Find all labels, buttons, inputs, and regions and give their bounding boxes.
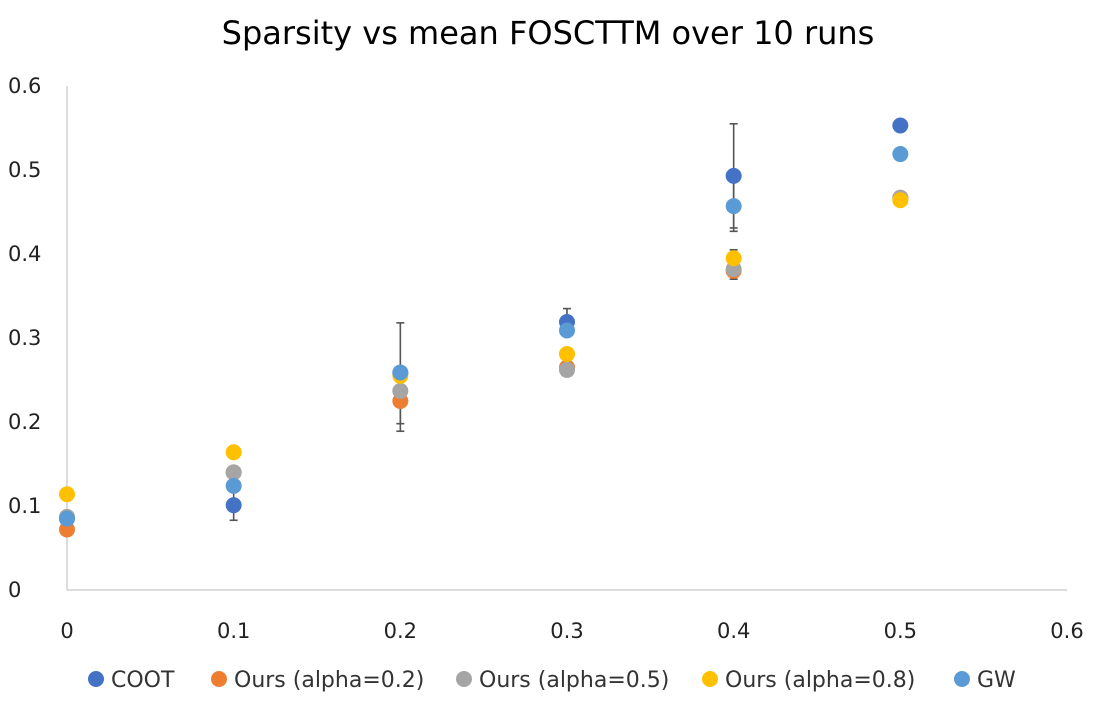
data-point-gw bbox=[392, 364, 409, 381]
y-tick-label: 0 bbox=[8, 578, 21, 602]
legend-label: Ours (alpha=0.2) bbox=[234, 668, 424, 693]
data-point-ours-alpha-0-8 bbox=[725, 250, 742, 267]
data-point-coot bbox=[892, 117, 909, 134]
data-point-gw bbox=[725, 198, 742, 215]
data-point-ours-alpha-0-5 bbox=[225, 464, 242, 481]
data-point-coot bbox=[225, 497, 242, 514]
data-point-coot bbox=[725, 167, 742, 184]
x-tick-label: 0.4 bbox=[717, 619, 750, 643]
legend-marker bbox=[88, 671, 104, 687]
legend-marker bbox=[702, 671, 718, 687]
data-point-gw bbox=[59, 510, 75, 527]
x-tick-label: 0.5 bbox=[884, 619, 917, 643]
legend-label: GW bbox=[977, 668, 1016, 693]
y-tick-label: 0.3 bbox=[8, 326, 41, 350]
x-tick-label: 0.2 bbox=[384, 619, 417, 643]
data-point-ours-alpha-0-8 bbox=[892, 192, 909, 209]
x-tick-label: 0.1 bbox=[217, 619, 250, 643]
y-tick-label: 0.5 bbox=[8, 158, 41, 182]
x-tick-label: 0.3 bbox=[550, 619, 583, 643]
y-tick-label: 0.4 bbox=[8, 242, 41, 266]
x-tick-label: 0.6 bbox=[1050, 619, 1083, 643]
data-point-ours-alpha-0-5 bbox=[392, 382, 409, 399]
data-point-ours-alpha-0-5 bbox=[559, 361, 575, 378]
y-tick-label: 0.6 bbox=[8, 74, 41, 98]
chart-title: Sparsity vs mean FOSCTTM over 10 runs bbox=[221, 14, 875, 52]
x-tick-label: 0 bbox=[60, 619, 73, 643]
legend-label: Ours (alpha=0.8) bbox=[725, 668, 915, 693]
legend-marker bbox=[954, 671, 970, 687]
y-tick-label: 0.1 bbox=[8, 494, 41, 518]
data-point-ours-alpha-0-8 bbox=[59, 486, 75, 503]
data-point-gw bbox=[559, 322, 575, 339]
data-point-ours-alpha-0-8 bbox=[225, 444, 242, 461]
data-point-ours-alpha-0-8 bbox=[559, 345, 575, 362]
y-tick-label: 0.2 bbox=[8, 410, 41, 434]
legend-marker bbox=[456, 671, 472, 687]
legend-marker bbox=[211, 671, 227, 687]
data-point-gw bbox=[225, 477, 242, 494]
data-point-gw bbox=[892, 146, 909, 163]
legend-label: Ours (alpha=0.5) bbox=[479, 668, 669, 693]
legend-label: COOT bbox=[111, 668, 175, 693]
